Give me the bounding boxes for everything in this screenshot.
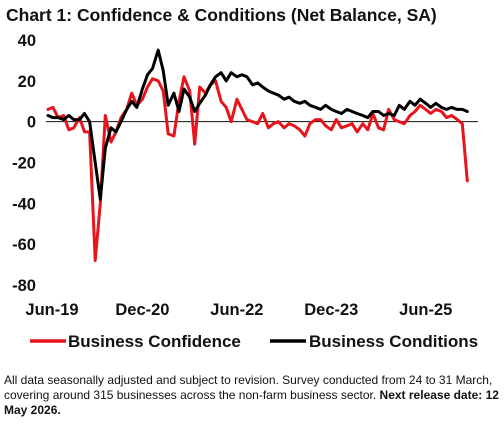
series-line-business-confidence xyxy=(46,75,469,262)
y-tick-label: -60 xyxy=(12,236,36,254)
y-tick-label: 0 xyxy=(27,114,36,132)
x-tick-label: Jun-19 xyxy=(25,301,78,319)
line-chart: 40 20 0 -20 -40 -60 -80 Jun-19 Dec-20 Jun-22 Dec-… xyxy=(12,32,478,351)
legend-label: Business Conditions xyxy=(309,332,478,351)
x-tick-label: Jun-22 xyxy=(210,301,263,319)
x-tick-label: Dec-20 xyxy=(115,301,169,319)
y-tick-label: 20 xyxy=(18,73,36,91)
x-axis-ticks: Jun-19 Dec-20 Jun-22 Dec-23 Jun-25 xyxy=(25,301,452,319)
series-line-business-conditions xyxy=(46,48,469,201)
next-release-date: Next release date: 12 May 2026. xyxy=(4,388,499,417)
x-tick-label: Jun-25 xyxy=(399,301,452,319)
y-tick-label: -20 xyxy=(12,155,36,173)
footnote: All data seasonally adjusted and subject… xyxy=(4,373,500,418)
y-axis-ticks: 40 20 0 -20 -40 -60 -80 xyxy=(12,32,36,295)
series-lines xyxy=(46,48,469,262)
chart-legend: Business Confidence Business Conditions xyxy=(30,332,478,351)
y-tick-label: -40 xyxy=(12,195,36,213)
footnote-text: All data seasonally adjusted and subject… xyxy=(4,373,493,402)
y-tick-label: -80 xyxy=(12,277,36,295)
legend-label: Business Confidence xyxy=(68,332,241,351)
x-tick-label: Dec-23 xyxy=(304,301,358,319)
chart-title: Chart 1: Confidence & Conditions (Net Ba… xyxy=(6,5,437,25)
y-tick-label: 40 xyxy=(18,32,36,50)
